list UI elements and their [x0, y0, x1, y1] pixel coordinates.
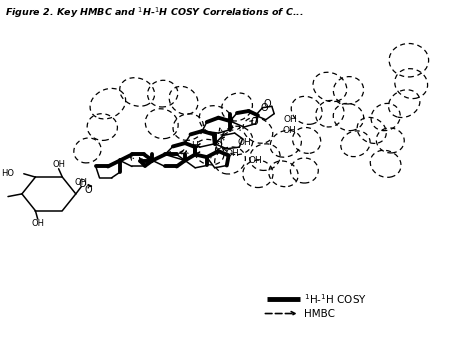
- Text: OH: OH: [283, 126, 296, 135]
- Text: $^{1}$H-$^{1}$H COSY: $^{1}$H-$^{1}$H COSY: [304, 292, 367, 306]
- Text: H: H: [191, 141, 198, 150]
- Text: OH: OH: [283, 115, 297, 124]
- Text: O: O: [264, 99, 271, 109]
- Text: O: O: [260, 103, 268, 113]
- Text: OH: OH: [248, 156, 263, 165]
- Text: O: O: [251, 117, 258, 127]
- Text: OH: OH: [237, 138, 251, 147]
- Text: O: O: [215, 142, 222, 151]
- Text: OH: OH: [226, 149, 239, 158]
- Text: O: O: [84, 184, 92, 195]
- Text: O: O: [79, 179, 86, 189]
- Text: OH: OH: [75, 178, 88, 187]
- Text: HMBC: HMBC: [304, 309, 336, 318]
- Text: HO: HO: [1, 169, 15, 178]
- Text: OH: OH: [31, 219, 44, 227]
- Text: OH: OH: [52, 160, 65, 169]
- Text: Figure 2. Key HMBC and $^{1}$H-$^{1}$H COSY Correlations of C...: Figure 2. Key HMBC and $^{1}$H-$^{1}$H C…: [5, 5, 303, 20]
